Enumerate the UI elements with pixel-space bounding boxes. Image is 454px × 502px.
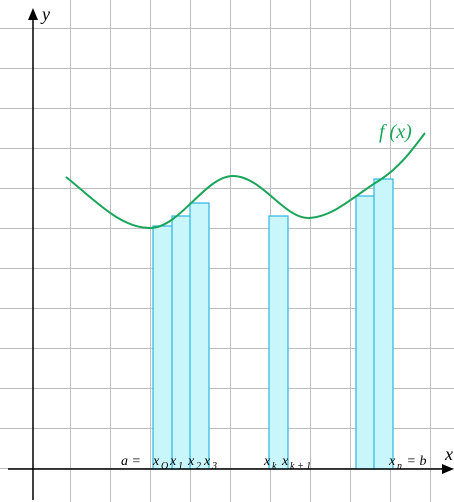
label-xn-sub: n [397,461,402,472]
bar-xn-2 [355,195,376,470]
label-xk1: x [281,454,289,469]
riemann-bars [152,178,394,470]
function-curve [65,132,426,230]
label-x3: x [203,454,211,469]
y-axis-label: y [40,4,50,24]
label-x3-sub: 3 [211,461,217,472]
label-xk: x [263,454,271,469]
y-axis-arrow [28,8,38,20]
label-xn: x [388,454,396,469]
axes [8,16,446,500]
label-xk1-sub: k + 1 [290,461,311,472]
label-a-eq: a = [121,454,141,469]
label-xk-sub: k [272,461,277,472]
label-x2-sub: 2 [196,461,201,472]
label-x0-sub: O [161,461,168,472]
label-x1: x [169,454,177,469]
bar-xk-xk1 [268,215,289,470]
bar-x2-x3 [189,202,210,470]
label-x1-sub: 1 [178,461,183,472]
bar-x1-x2 [171,215,192,470]
bar-xn-1 [373,178,394,470]
bar-x0-x1 [152,225,174,470]
label-x0: x [152,454,160,469]
x-axis-arrow [442,464,454,474]
label-x2: x [187,454,195,469]
tick-labels: a = x O x 1 x 2 x 3 x k x k + 1 x n = b [121,454,426,472]
x-axis-label: x [444,444,453,464]
curve-label: f (x) [379,121,412,143]
label-eq-b: = b [403,454,426,469]
